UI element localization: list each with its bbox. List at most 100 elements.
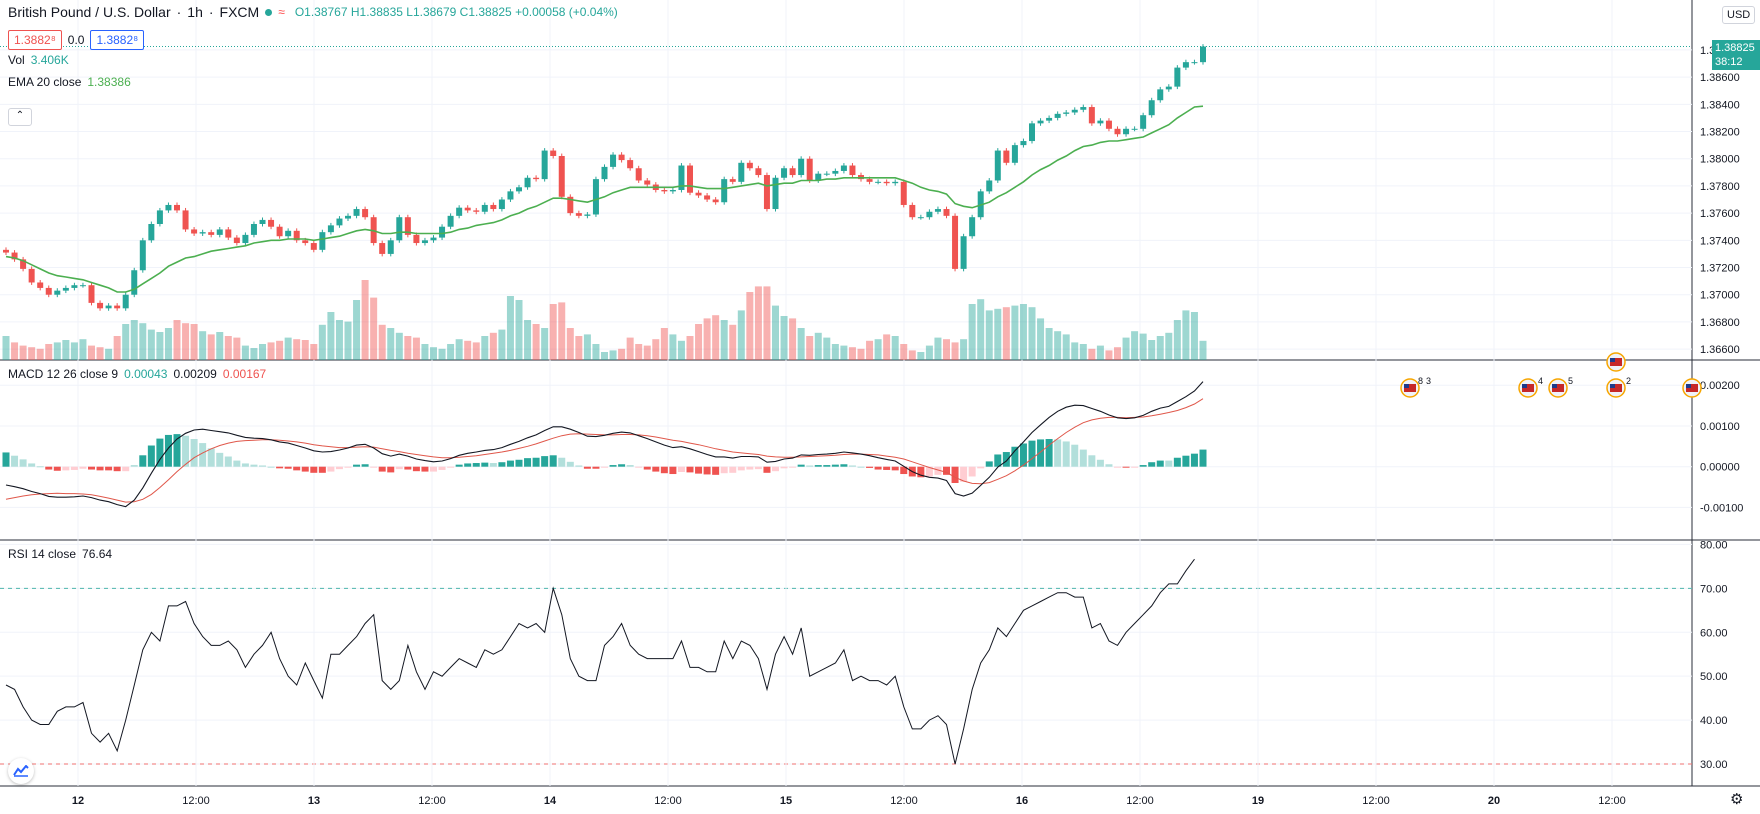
settings-gear-icon[interactable]: ⚙ [1730,791,1744,808]
volume-bar [874,339,882,360]
economic-event-icon[interactable] [1548,378,1568,398]
macd-histogram-bar [464,463,472,467]
macd-histogram-bar [883,466,891,470]
macd-histogram-bar [301,466,309,472]
candle-body [225,229,232,238]
economic-event-icon[interactable] [1400,378,1420,398]
macd-histogram-bar [506,460,514,467]
candle-body [28,268,35,283]
tradingview-logo-icon[interactable] [8,758,34,784]
macd-histogram-bar [173,434,181,467]
symbol-name[interactable]: British Pound / U.S. Dollar [8,4,171,20]
macd-histogram-bar [1054,439,1062,467]
ema-path [5,105,1204,293]
buy-button[interactable]: 1.3882⁸ [90,30,145,50]
macd-histogram-bar [806,465,814,467]
candle-body [97,302,104,309]
economic-event-icon[interactable] [1682,378,1702,398]
compare-icon[interactable]: ≈ [278,5,285,19]
volume-bar [1131,331,1139,360]
candle-body [875,181,882,183]
macd-histogram-bar [1173,457,1181,467]
macd-histogram-bar [609,465,617,467]
rsi-pane [5,558,1195,765]
time-tick-label: 12:00 [1362,795,1390,807]
candle-body [165,204,172,211]
macd-histogram-bar [532,457,540,467]
collapse-legend-button[interactable]: ⌃ [8,108,32,126]
volume-bar [712,315,720,360]
sell-button[interactable]: 1.3882⁸ [8,30,62,50]
candle-body [310,243,317,250]
rsi-label: RSI 14 close [8,547,77,561]
candle-body [439,226,446,238]
candle-body [20,259,27,269]
macd-histogram-bar [293,466,301,471]
candle-body [276,226,283,237]
candle-body [892,181,899,184]
candle-body [755,168,762,176]
macd-histogram-bar [1079,449,1087,467]
volume-bar [233,337,241,360]
time-tick-label: 12 [72,795,84,807]
currency-selector[interactable]: USD [1722,6,1756,24]
macd-histogram-bar [395,466,403,470]
interval-label[interactable]: 1h [187,4,203,20]
volume-bar [763,286,771,360]
event-count-label: 4 [1538,376,1543,386]
open-value: O1.38767 [294,5,348,19]
candle-body [71,285,78,288]
macd-histogram-bar [814,465,822,467]
change-value: +0.00058 (+0.04%) [515,5,618,19]
economic-event-icon[interactable] [1606,378,1626,398]
volume-bar [908,350,916,360]
candle-body [823,173,830,175]
candle-body [806,158,813,181]
candle-body [909,204,916,218]
price-tick-label: 1.38600 [1700,72,1740,84]
macd-histogram-bar [652,466,660,472]
macd-histogram-bar [1165,460,1173,467]
candle-body [1165,86,1172,90]
macd-histogram-bar [566,461,574,467]
event-count-label: 2 [1626,376,1631,386]
macd-histogram-bar [421,466,429,472]
candle-body [618,154,625,161]
candle-body [1011,145,1018,163]
volume-bar [1054,331,1062,360]
volume-bar [498,329,506,360]
macd-histogram-bar [250,464,258,467]
candle-body [866,179,873,182]
price-candles [3,44,1206,311]
macd-histogram-bar [28,463,36,467]
macd-histogram-bar [481,462,489,467]
macd-histogram-bar [1019,443,1027,467]
macd-histogram-bar [686,466,694,473]
volume-legend[interactable]: Vol 3.406K [8,52,69,68]
economic-event-icon[interactable] [1606,352,1626,372]
rsi-tick-label: 30.00 [1700,759,1728,771]
economic-event-icon[interactable] [1518,378,1538,398]
macd-legend[interactable]: MACD 12 26 close 9 0.00043 0.00209 0.00167 [8,366,266,382]
volume-bar [943,339,950,360]
candle-body [473,210,480,212]
event-count-label: 5 [1568,376,1573,386]
macd-histogram-bar [412,466,420,472]
candle-body [627,160,634,169]
macd-histogram-bar [891,466,899,471]
candle-body [404,217,411,235]
volume-bar [831,344,839,360]
macd-histogram-bar [874,466,882,470]
volume-bar [438,348,446,360]
candle-body [413,234,420,244]
candle-body [1088,107,1095,124]
flag-canton [1552,384,1557,388]
macd-pane [2,381,1207,508]
candle-body [738,162,745,182]
ema-legend[interactable]: EMA 20 close 1.38386 [8,74,131,90]
volume-bar [472,342,480,360]
rsi-legend[interactable]: RSI 14 close 76.64 [8,546,112,562]
candle-body [174,204,180,211]
